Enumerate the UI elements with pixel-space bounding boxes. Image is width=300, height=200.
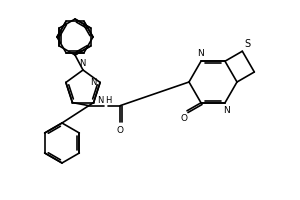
Text: O: O bbox=[181, 114, 188, 123]
Text: N: N bbox=[223, 106, 230, 115]
Text: N: N bbox=[97, 96, 104, 105]
Text: N: N bbox=[196, 49, 203, 58]
Text: O: O bbox=[117, 126, 124, 135]
Text: N: N bbox=[90, 78, 96, 87]
Text: H: H bbox=[105, 96, 112, 105]
Text: S: S bbox=[244, 39, 250, 49]
Text: N: N bbox=[79, 59, 85, 68]
